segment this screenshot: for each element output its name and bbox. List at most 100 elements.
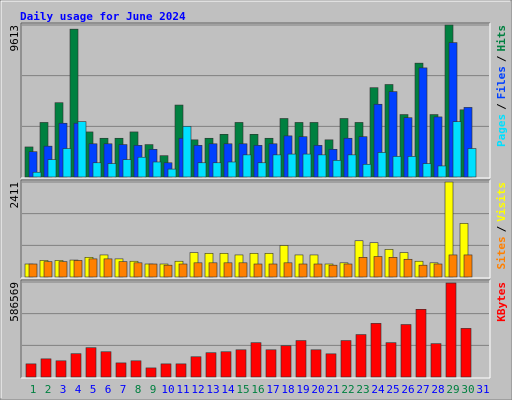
legend-entry: Files	[495, 66, 508, 99]
bar	[160, 363, 172, 378]
legend-separator: /	[495, 55, 508, 62]
bar	[220, 351, 232, 378]
bar	[407, 156, 417, 178]
legend-entry: Hits	[495, 25, 508, 52]
legend-entry: Sites	[495, 236, 508, 269]
x-tick-label: 18	[281, 383, 294, 396]
bar	[77, 121, 87, 178]
bar	[280, 345, 292, 378]
bar	[175, 363, 187, 378]
legend-entry: Pages	[495, 114, 508, 147]
bar	[377, 152, 387, 178]
bar	[448, 254, 458, 278]
legend: Pages / Files / Hits	[495, 25, 508, 147]
legend: KBytes	[495, 282, 508, 322]
x-tick-label: 30	[461, 383, 474, 396]
bar	[28, 263, 38, 278]
bar	[58, 261, 68, 278]
bar	[418, 67, 428, 178]
bar	[47, 159, 57, 178]
bar	[415, 309, 427, 378]
bar	[25, 363, 37, 378]
x-tick-label: 17	[266, 383, 279, 396]
bar	[70, 353, 82, 378]
bar	[268, 263, 278, 278]
bar	[295, 340, 307, 378]
bar	[328, 264, 338, 278]
bar	[265, 349, 277, 378]
bar	[388, 256, 398, 278]
x-tick-label: 14	[221, 383, 235, 396]
bar	[85, 347, 97, 378]
bar	[422, 163, 432, 178]
x-tick-label: 10	[161, 383, 174, 396]
bar	[55, 360, 67, 378]
bar	[208, 262, 218, 278]
y-tick-label: 9613	[8, 25, 21, 52]
bar	[133, 262, 143, 278]
bar	[148, 263, 158, 278]
bar	[163, 264, 173, 278]
bar	[437, 165, 447, 178]
bar	[340, 340, 352, 378]
bar	[358, 256, 368, 278]
x-tick-label: 1	[30, 383, 37, 396]
bar	[317, 154, 327, 178]
x-tick-label: 7	[120, 383, 127, 396]
bar	[272, 154, 282, 178]
bar	[118, 261, 128, 278]
bar	[193, 262, 203, 278]
y-tick-label: 2411	[8, 182, 21, 209]
x-tick-label: 12	[191, 383, 204, 396]
bar	[205, 352, 217, 378]
bar	[298, 263, 308, 278]
bar	[107, 163, 117, 178]
x-tick-label: 31	[476, 383, 489, 396]
chart-title: Daily usage for June 2024	[20, 10, 186, 23]
bar	[167, 168, 177, 178]
bar	[445, 282, 457, 378]
x-tick-label: 15	[236, 383, 249, 396]
x-tick-label: 8	[135, 383, 142, 396]
bar	[362, 164, 372, 178]
x-tick-label: 26	[401, 383, 414, 396]
bar	[400, 324, 412, 378]
bar	[182, 126, 192, 178]
legend: Sites / Visits	[495, 182, 508, 270]
bar	[238, 262, 248, 278]
x-tick-label: 16	[251, 383, 264, 396]
bar	[373, 256, 383, 278]
bar	[347, 154, 357, 178]
bar	[32, 171, 42, 178]
x-tick-label: 24	[371, 383, 385, 396]
x-tick-label: 6	[105, 383, 112, 396]
bar	[190, 356, 202, 378]
bar	[178, 263, 188, 278]
x-tick-label: 25	[386, 383, 399, 396]
x-tick-label: 29	[446, 383, 459, 396]
bar	[310, 349, 322, 378]
x-tick-label: 3	[60, 383, 67, 396]
x-tick-label: 21	[326, 383, 339, 396]
bar	[122, 159, 132, 178]
x-tick-label: 5	[90, 383, 97, 396]
bar	[355, 334, 367, 378]
bar	[460, 328, 472, 378]
x-tick-label: 23	[356, 383, 369, 396]
bar	[287, 153, 297, 178]
x-tick-label: 11	[176, 383, 189, 396]
bar	[463, 254, 473, 278]
y-tick-label: 586569	[8, 282, 21, 322]
bar	[235, 349, 247, 378]
bar	[385, 342, 397, 378]
x-tick-label: 19	[296, 383, 309, 396]
bar	[370, 323, 382, 378]
bar	[92, 162, 102, 178]
bar	[197, 162, 207, 178]
bar	[430, 343, 442, 378]
bar	[332, 160, 342, 178]
x-tick-label: 9	[150, 383, 157, 396]
bar	[418, 264, 428, 278]
bar	[283, 262, 293, 278]
